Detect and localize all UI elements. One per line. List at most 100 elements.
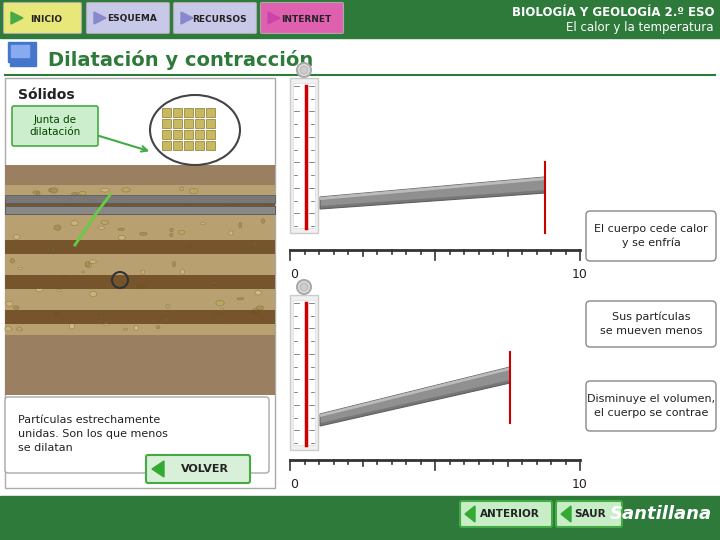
Ellipse shape: [252, 308, 258, 314]
Ellipse shape: [33, 191, 40, 194]
Text: INICIO: INICIO: [30, 15, 63, 24]
Ellipse shape: [101, 220, 109, 224]
Ellipse shape: [140, 232, 147, 235]
Bar: [5, 240, 275, 254]
Bar: [5, 200, 275, 214]
Polygon shape: [320, 190, 545, 209]
Bar: [10, 62, 36, 66]
Text: Dilatación y contracción: Dilatación y contracción: [48, 50, 313, 70]
Bar: [162, 119, 171, 128]
Ellipse shape: [99, 314, 104, 319]
Bar: [195, 141, 204, 150]
Ellipse shape: [163, 316, 170, 322]
Ellipse shape: [180, 187, 184, 191]
Bar: [11, 45, 29, 57]
Ellipse shape: [85, 261, 90, 267]
Bar: [173, 141, 182, 150]
Bar: [173, 119, 182, 128]
Text: ESQUEMA: ESQUEMA: [107, 15, 157, 24]
Ellipse shape: [54, 225, 61, 230]
Text: 0: 0: [290, 268, 298, 281]
Ellipse shape: [10, 259, 14, 263]
Ellipse shape: [102, 321, 110, 325]
Ellipse shape: [156, 326, 160, 329]
Text: Sus partículas
se mueven menos: Sus partículas se mueven menos: [600, 312, 702, 336]
Ellipse shape: [150, 95, 240, 165]
Ellipse shape: [99, 227, 104, 229]
Ellipse shape: [86, 263, 91, 267]
Ellipse shape: [210, 281, 217, 285]
Bar: [5, 206, 275, 214]
Text: INTERNET: INTERNET: [281, 15, 331, 24]
Ellipse shape: [13, 235, 20, 239]
Ellipse shape: [101, 188, 109, 192]
Ellipse shape: [214, 313, 219, 316]
Ellipse shape: [54, 312, 60, 318]
Ellipse shape: [118, 228, 125, 231]
Circle shape: [300, 283, 308, 291]
Ellipse shape: [216, 300, 224, 306]
FancyBboxPatch shape: [12, 106, 98, 146]
Bar: [5, 185, 275, 335]
Text: SAUR: SAUR: [574, 509, 606, 519]
Ellipse shape: [251, 242, 258, 247]
Bar: [195, 108, 204, 117]
Ellipse shape: [89, 260, 96, 264]
Text: VOLVER: VOLVER: [181, 464, 229, 474]
FancyBboxPatch shape: [586, 211, 716, 261]
Polygon shape: [320, 367, 510, 426]
Polygon shape: [465, 506, 475, 522]
Bar: [206, 119, 215, 128]
FancyBboxPatch shape: [86, 3, 169, 33]
Bar: [0, 0, 720, 38]
Ellipse shape: [170, 228, 174, 232]
Text: Disminuye el volumen,
el cuerpo se contrae: Disminuye el volumen, el cuerpo se contr…: [587, 394, 715, 418]
Ellipse shape: [50, 188, 58, 193]
FancyBboxPatch shape: [5, 397, 269, 473]
Ellipse shape: [201, 222, 205, 225]
Ellipse shape: [172, 261, 176, 267]
FancyBboxPatch shape: [556, 501, 622, 527]
Bar: [206, 130, 215, 139]
Bar: [293, 83, 315, 228]
Polygon shape: [320, 177, 545, 209]
Circle shape: [297, 280, 311, 294]
Bar: [162, 141, 171, 150]
Ellipse shape: [81, 271, 85, 273]
Text: 10: 10: [572, 478, 588, 491]
Ellipse shape: [228, 319, 231, 321]
Ellipse shape: [256, 306, 264, 310]
Ellipse shape: [90, 291, 96, 296]
Bar: [5, 275, 275, 289]
FancyBboxPatch shape: [146, 455, 250, 483]
Ellipse shape: [57, 289, 61, 292]
Ellipse shape: [122, 188, 130, 192]
Ellipse shape: [230, 280, 235, 282]
Circle shape: [297, 63, 311, 77]
Ellipse shape: [84, 200, 91, 204]
Bar: [8, 42, 36, 62]
Bar: [173, 108, 182, 117]
Ellipse shape: [237, 298, 244, 300]
Ellipse shape: [114, 286, 117, 288]
Bar: [206, 141, 215, 150]
Bar: [5, 310, 275, 324]
Text: El calor y la temperatura: El calor y la temperatura: [567, 21, 714, 33]
Text: Junta de
dilatación: Junta de dilatación: [30, 115, 81, 137]
FancyBboxPatch shape: [460, 501, 552, 527]
Polygon shape: [152, 461, 164, 477]
Bar: [293, 300, 315, 445]
Ellipse shape: [118, 235, 125, 240]
Ellipse shape: [122, 200, 127, 204]
Ellipse shape: [229, 231, 233, 235]
Ellipse shape: [255, 291, 261, 295]
Bar: [290, 78, 318, 233]
Ellipse shape: [48, 188, 54, 192]
Ellipse shape: [120, 282, 125, 285]
Text: 10: 10: [572, 268, 588, 281]
Ellipse shape: [170, 233, 173, 237]
Bar: [162, 130, 171, 139]
Ellipse shape: [66, 198, 71, 200]
Text: Sólidos: Sólidos: [18, 88, 75, 102]
Polygon shape: [268, 12, 280, 24]
